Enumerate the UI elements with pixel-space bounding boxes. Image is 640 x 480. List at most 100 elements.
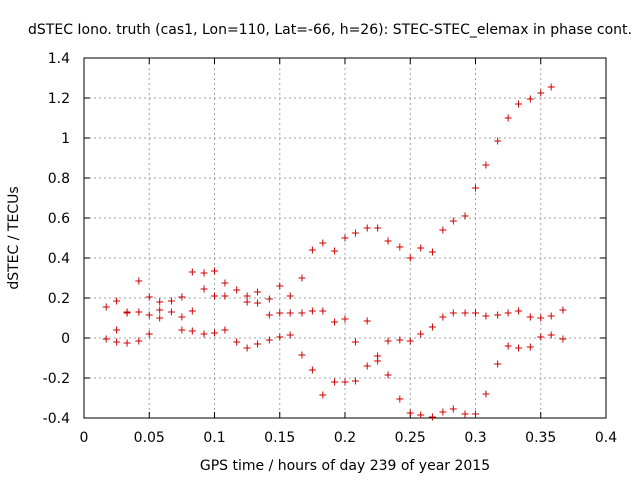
data-point — [276, 333, 284, 341]
data-point — [406, 254, 414, 262]
data-point — [559, 306, 567, 314]
data-point — [221, 292, 229, 300]
data-point — [472, 184, 479, 192]
data-point — [298, 309, 306, 317]
data-point — [188, 327, 196, 335]
data-point — [449, 217, 457, 225]
data-point — [331, 378, 339, 386]
data-point — [374, 224, 382, 232]
x-axis-label: GPS time / hours of day 239 of year 2015 — [200, 458, 490, 474]
data-point — [243, 298, 251, 306]
data-point — [439, 313, 447, 321]
x-tick-label: 0.2 — [334, 430, 356, 446]
data-point — [254, 340, 262, 348]
data-point — [351, 377, 359, 385]
data-point — [537, 333, 545, 341]
data-point — [211, 292, 218, 300]
data-point — [363, 224, 371, 232]
data-point — [276, 309, 284, 317]
data-point — [417, 244, 425, 252]
data-point — [254, 299, 262, 307]
data-point — [265, 336, 273, 344]
y-tick-label: 0.6 — [48, 211, 70, 227]
data-point — [396, 243, 404, 251]
data-point — [331, 247, 339, 255]
y-tick-label: 0.2 — [48, 291, 70, 307]
y-tick-label: 0.8 — [48, 171, 70, 187]
data-point — [406, 337, 414, 345]
data-point — [123, 309, 131, 317]
x-tick-label: 0.15 — [264, 430, 295, 446]
x-tick-label: 0.3 — [464, 430, 486, 446]
chart-title: dSTEC Iono. truth (cas1, Lon=110, Lat=-6… — [28, 22, 632, 38]
data-point — [308, 307, 316, 315]
data-point — [178, 326, 186, 334]
data-point — [319, 239, 327, 247]
data-point — [341, 315, 349, 323]
y-tick-label: 0 — [61, 331, 70, 347]
plot-frame — [83, 57, 607, 419]
data-point — [254, 288, 262, 296]
data-point — [504, 342, 512, 350]
data-point — [286, 331, 294, 339]
data-point — [494, 311, 502, 319]
data-point — [167, 308, 175, 316]
data-point — [319, 307, 327, 315]
x-tick-label: 0.05 — [134, 430, 165, 446]
data-point — [102, 335, 110, 343]
data-point — [188, 307, 196, 315]
y-tick-label: 0.4 — [48, 251, 70, 267]
data-point — [265, 295, 273, 303]
data-point — [167, 297, 175, 305]
data-point — [211, 329, 218, 337]
data-point — [396, 395, 404, 403]
data-point — [286, 309, 294, 317]
data-point — [363, 362, 371, 370]
data-point — [384, 237, 392, 245]
data-point — [221, 279, 229, 287]
data-point — [178, 293, 186, 301]
data-point — [286, 292, 294, 300]
x-tick-label: 0.4 — [595, 430, 617, 446]
data-point — [428, 323, 436, 331]
data-point — [494, 137, 502, 145]
data-point — [178, 313, 186, 321]
data-point — [308, 366, 316, 374]
data-point — [537, 314, 545, 322]
data-points — [102, 83, 567, 421]
x-tick-label: 0.35 — [525, 430, 556, 446]
data-point — [156, 306, 164, 314]
data-point — [515, 344, 523, 352]
data-point — [537, 89, 545, 97]
data-point — [515, 307, 523, 315]
data-point — [472, 410, 479, 418]
data-point — [482, 161, 490, 169]
y-tick-label: 1 — [61, 131, 70, 147]
data-point — [319, 391, 327, 399]
data-point — [351, 338, 359, 346]
data-point — [526, 343, 534, 351]
x-tick-label: 0.1 — [203, 430, 225, 446]
data-point — [233, 286, 241, 294]
data-point — [384, 337, 392, 345]
data-point — [135, 308, 143, 316]
data-point — [449, 405, 457, 413]
data-point — [341, 234, 349, 242]
data-point — [461, 410, 469, 418]
data-point — [449, 309, 457, 317]
data-point — [145, 330, 153, 338]
data-point — [145, 293, 153, 301]
data-point — [504, 114, 512, 122]
y-tick-label: -0.4 — [43, 411, 70, 427]
data-point — [123, 339, 131, 347]
data-point — [417, 330, 425, 338]
data-point — [298, 274, 306, 282]
data-point — [243, 344, 251, 352]
data-point — [200, 330, 208, 338]
data-point — [547, 331, 555, 339]
data-point — [188, 268, 196, 276]
data-point — [482, 312, 490, 320]
data-point — [211, 267, 218, 275]
data-point — [396, 336, 404, 344]
data-point — [504, 309, 512, 317]
